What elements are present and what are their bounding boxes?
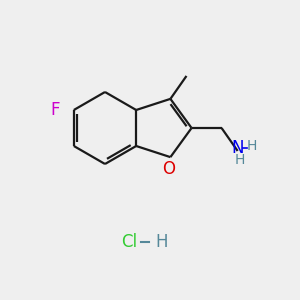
- Text: H: H: [155, 233, 167, 251]
- Text: N: N: [231, 139, 244, 157]
- Text: O: O: [162, 160, 175, 178]
- Text: F: F: [50, 101, 60, 119]
- Text: H: H: [246, 139, 257, 153]
- Text: H: H: [234, 153, 245, 167]
- Text: Cl: Cl: [121, 233, 137, 251]
